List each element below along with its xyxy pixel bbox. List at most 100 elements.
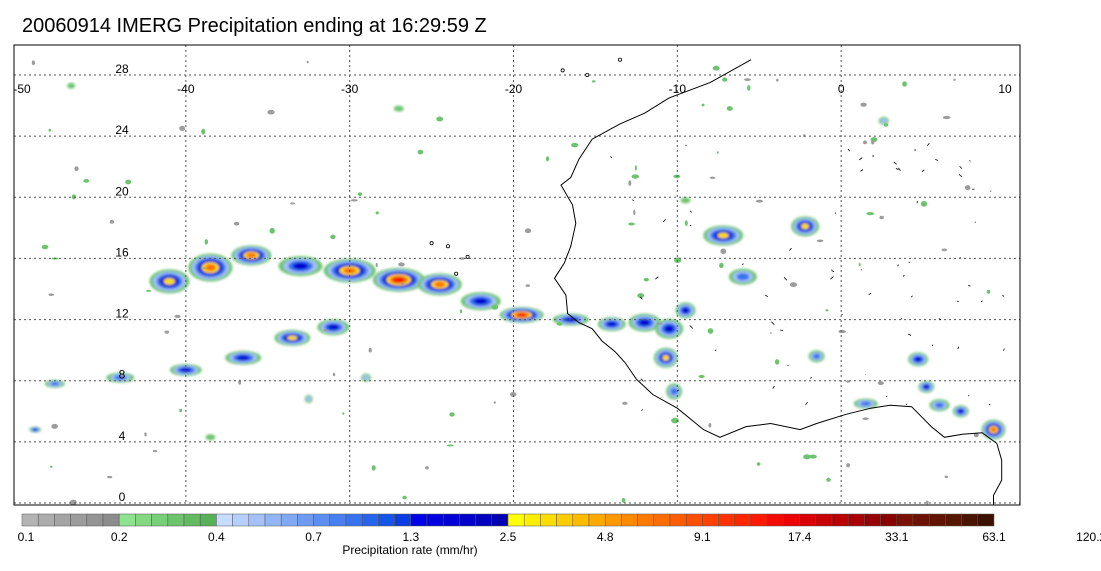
inland-water-fragment bbox=[895, 167, 899, 171]
colorbar-swatch bbox=[847, 513, 865, 527]
colorbar-swatch bbox=[734, 513, 752, 527]
inland-water-fragment bbox=[662, 218, 666, 223]
light-precip-speck bbox=[491, 304, 499, 310]
precip-cell bbox=[225, 350, 262, 365]
light-precip-speck bbox=[826, 477, 831, 482]
precip-cell bbox=[460, 292, 501, 311]
light-precip-speck bbox=[941, 248, 948, 252]
colorbar-tick-label: 120.2 bbox=[1076, 530, 1101, 544]
colorbar-swatch bbox=[361, 513, 379, 527]
light-precip-speck bbox=[342, 412, 345, 415]
inland-water-fragment bbox=[783, 277, 788, 281]
precip-cell bbox=[361, 373, 372, 382]
light-precip-speck bbox=[838, 329, 846, 334]
colorbar-swatch bbox=[685, 513, 703, 527]
colorbar-swatch bbox=[912, 513, 930, 527]
light-precip-speck bbox=[858, 262, 861, 267]
colorbar-swatch bbox=[831, 513, 849, 527]
colorbar-swatch bbox=[54, 513, 71, 527]
light-precip-speck bbox=[109, 220, 115, 224]
inland-water-fragment bbox=[910, 295, 913, 298]
lon-label: -20 bbox=[505, 82, 523, 96]
colorbar-swatch bbox=[232, 513, 250, 527]
light-precip-speck bbox=[656, 322, 663, 325]
precip-cell bbox=[499, 306, 544, 323]
light-precip-speck bbox=[571, 142, 579, 148]
light-precip-speck bbox=[633, 209, 636, 216]
island-outline bbox=[617, 57, 622, 62]
colorbar-tick-label: 0.1 bbox=[18, 530, 35, 544]
colorbar-swatch bbox=[718, 513, 736, 527]
colorbar-tick-label: 17.4 bbox=[788, 530, 812, 544]
colorbar-tick-label: 9.1 bbox=[694, 530, 711, 544]
colorbar-swatch bbox=[216, 513, 233, 527]
precip-cell bbox=[853, 398, 878, 409]
lat-label: 24 bbox=[115, 123, 129, 137]
light-precip-speck bbox=[671, 417, 679, 424]
colorbar-swatch bbox=[491, 513, 509, 527]
light-precip-speck bbox=[202, 267, 206, 270]
inland-water-fragment bbox=[926, 142, 930, 147]
island-outline bbox=[445, 244, 450, 249]
inland-water-fragment bbox=[956, 300, 959, 303]
colorbar-swatch bbox=[297, 513, 314, 527]
colorbar-swatch bbox=[313, 513, 331, 527]
colorbar-swatch bbox=[864, 513, 881, 527]
inland-water-fragment bbox=[1003, 348, 1005, 351]
colorbar-tick-label: 2.5 bbox=[500, 530, 517, 544]
light-precip-speck bbox=[525, 284, 530, 287]
inland-water-fragment bbox=[931, 344, 934, 347]
light-precip-speck bbox=[49, 465, 53, 468]
light-precip-speck bbox=[41, 244, 49, 250]
light-precip-speck bbox=[825, 309, 829, 312]
lat-label: 28 bbox=[115, 62, 129, 76]
light-precip-speck bbox=[673, 174, 681, 179]
light-precip-speck bbox=[866, 212, 875, 216]
inland-water-fragment bbox=[968, 284, 971, 287]
light-precip-speck bbox=[446, 444, 454, 447]
precip-cell bbox=[106, 372, 135, 383]
inland-water-fragment bbox=[610, 156, 613, 159]
colorbar-swatch bbox=[604, 513, 622, 527]
light-precip-speck bbox=[726, 106, 733, 111]
precip-cell bbox=[675, 302, 696, 319]
lat-label: 12 bbox=[115, 307, 129, 321]
light-precip-speck bbox=[146, 289, 151, 292]
inland-water-fragment bbox=[957, 346, 960, 350]
lat-label: 16 bbox=[115, 245, 129, 259]
inland-water-fragment bbox=[959, 257, 961, 259]
light-precip-speck bbox=[902, 81, 907, 87]
light-precip-speck bbox=[164, 330, 170, 334]
colorbar-swatch bbox=[896, 513, 914, 527]
light-precip-speck bbox=[31, 60, 35, 65]
inland-water-fragment bbox=[969, 160, 971, 162]
colorbar: 0.1 0.2 0.4 0.7 1.3 2.5 4.8 9.1 17.4 33.1 63.1 120.… bbox=[18, 513, 1101, 544]
light-precip-speck bbox=[267, 109, 275, 115]
colorbar-swatch bbox=[815, 513, 833, 527]
light-precip-speck bbox=[51, 423, 58, 429]
colorbar-swatch bbox=[766, 513, 784, 527]
longitude-labels: -50 -40 -30 -20 -10 0 10 bbox=[13, 82, 1012, 96]
light-precip-speck bbox=[712, 65, 720, 71]
light-precip-speck bbox=[350, 199, 358, 202]
inland-water-fragment bbox=[834, 212, 837, 214]
precip-cell bbox=[278, 256, 323, 277]
inland-water-fragment bbox=[908, 261, 911, 264]
inland-water-fragment bbox=[1002, 294, 1004, 297]
light-precip-speck bbox=[862, 417, 869, 421]
inland-water-fragment bbox=[859, 157, 863, 161]
light-precip-speck bbox=[368, 347, 372, 353]
light-precip-speck bbox=[174, 314, 181, 318]
colorbar-swatch bbox=[426, 513, 444, 527]
lon-label: 0 bbox=[838, 82, 845, 96]
colorbar-tick-label: 0.2 bbox=[111, 530, 128, 544]
inland-water-fragment bbox=[958, 173, 963, 178]
colorbar-swatch bbox=[70, 513, 88, 527]
light-precip-speck bbox=[634, 165, 637, 171]
island-outline bbox=[560, 68, 565, 73]
light-precip-speck bbox=[953, 78, 956, 82]
inland-water-fragment bbox=[988, 403, 991, 406]
inland-water-fragment bbox=[765, 294, 769, 298]
inland-water-fragment bbox=[689, 325, 694, 329]
light-precip-speck bbox=[720, 248, 727, 255]
